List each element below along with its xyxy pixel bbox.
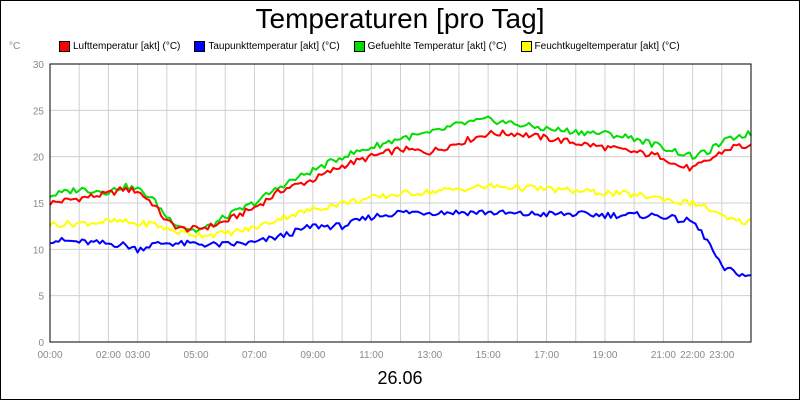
- y-axis-unit-label: °C: [9, 41, 21, 52]
- x-tick-label: 21:00: [651, 350, 676, 361]
- series-line: [49, 129, 752, 233]
- y-tick-label: 30: [33, 60, 45, 71]
- series-line: [49, 209, 752, 278]
- x-tick-label: 11:00: [359, 350, 384, 361]
- legend-swatch-lufttemperatur: [59, 40, 70, 52]
- x-tick-label: 05:00: [184, 350, 209, 361]
- x-tick-label: 19:00: [592, 350, 617, 361]
- x-axis-date-label: 26.06: [377, 368, 423, 388]
- plot-border: [49, 63, 752, 343]
- x-tick-label: 02:00: [96, 350, 121, 361]
- legend-swatch-feuchtkugeltemperatur: [520, 40, 532, 52]
- y-tick-label: 10: [33, 245, 45, 256]
- y-tick-label: 0: [38, 338, 44, 349]
- legend: Lufttemperatur [akt] (°C) Taupunkttemper…: [59, 39, 680, 53]
- x-tick-label: 13:00: [417, 350, 442, 361]
- y-tick-label: 5: [38, 292, 44, 303]
- legend-label-feuchtkugeltemperatur: Feuchtkugeltemperatur [akt] (°C): [534, 40, 680, 52]
- x-tick-label: 23:00: [709, 350, 734, 361]
- series-line: [49, 182, 752, 239]
- legend-label-taupunkttemperatur: Taupunkttemperatur [akt] (°C): [208, 40, 340, 52]
- x-tick-label: 09:00: [300, 350, 325, 361]
- legend-swatch-gefuehlte-temperatur: [353, 40, 365, 52]
- x-tick-label: 00:00: [37, 350, 62, 361]
- x-tick-label: 03:00: [125, 350, 150, 361]
- legend-swatch-taupunkttemperatur: [194, 40, 206, 52]
- x-tick-label: 22:00: [680, 350, 705, 361]
- chart-title: Temperaturen [pro Tag]: [255, 3, 545, 34]
- y-tick-label: 25: [33, 106, 45, 117]
- legend-label-gefuehlte-temperatur: Gefuehlte Temperatur [akt] (°C): [367, 40, 507, 52]
- legend-item: Feuchtkugeltemperatur [akt] (°C): [520, 39, 680, 53]
- y-tick-label: 20: [33, 153, 45, 164]
- legend-item: Lufttemperatur [akt] (°C): [59, 39, 180, 53]
- x-tick-label: 17:00: [534, 350, 559, 361]
- legend-item: Taupunkttemperatur [akt] (°C): [194, 39, 340, 53]
- series-line: [49, 115, 752, 233]
- legend-item: Gefuehlte Temperatur [akt] (°C): [353, 39, 507, 53]
- x-tick-label: 07:00: [242, 350, 267, 361]
- x-tick-label: 15:00: [476, 350, 501, 361]
- y-tick-label: 15: [33, 199, 45, 210]
- legend-label-lufttemperatur: Lufttemperatur [akt] (°C): [73, 40, 181, 52]
